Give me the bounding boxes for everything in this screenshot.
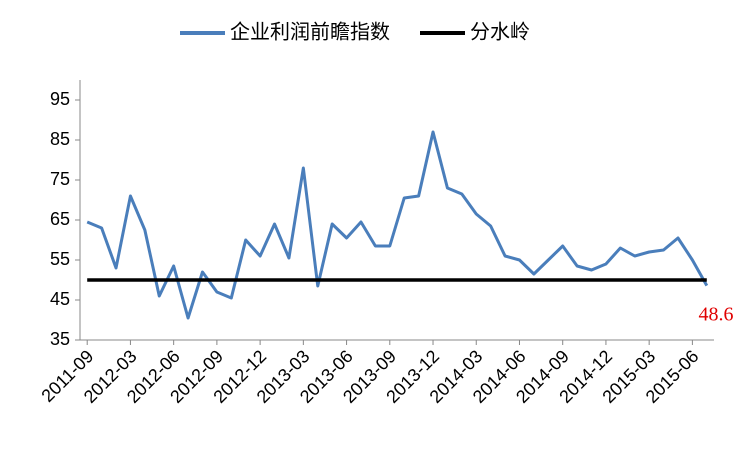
y-tick-label: 95 xyxy=(50,89,70,109)
y-tick-label: 45 xyxy=(50,289,70,309)
annotation: 48.6 xyxy=(699,304,734,326)
legend-label: 企业利润前瞻指数 xyxy=(230,20,390,43)
series-line xyxy=(86,130,709,320)
y-tick-label: 75 xyxy=(50,169,70,189)
y-tick-label: 35 xyxy=(50,329,70,349)
y-tick-label: 65 xyxy=(50,209,70,229)
y-tick-label: 55 xyxy=(50,249,70,269)
legend-label: 分水岭 xyxy=(470,20,530,43)
y-tick-label: 85 xyxy=(50,129,70,149)
